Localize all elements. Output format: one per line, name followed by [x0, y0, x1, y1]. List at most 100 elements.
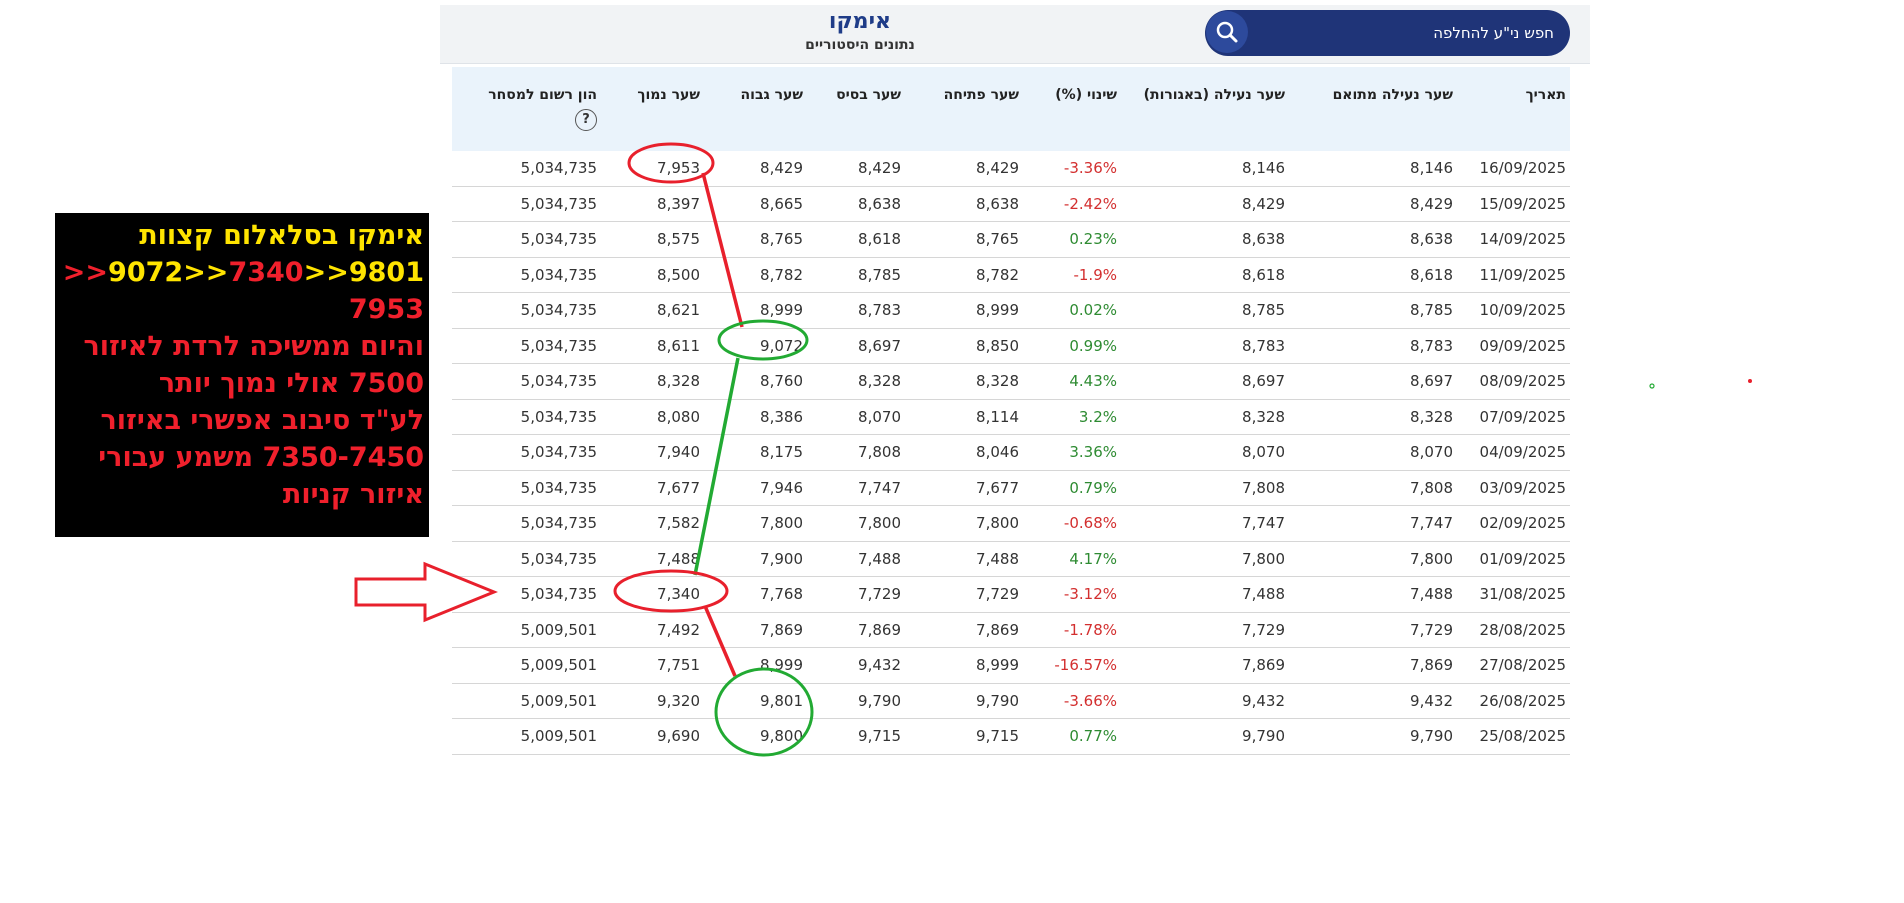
cell-change: 3.36% — [1023, 434, 1121, 471]
cell-close: 8,146 — [1121, 151, 1289, 187]
cell-change: -0.68% — [1023, 505, 1121, 542]
cell-open: 8,114 — [905, 399, 1023, 435]
historical-data-panel: אימקו נתונים היסטוריים חפש ני"ע להחלפה ת… — [440, 5, 1590, 755]
stray-green-dot — [1649, 383, 1655, 389]
cell-registered-capital: 5,034,735 — [452, 470, 601, 506]
cell-adjusted-close: 7,488 — [1289, 576, 1457, 613]
cell-date: 08/09/2025 — [1457, 363, 1570, 400]
table-row: 27/08/2025 7,869 7,869 -16.57% 8,999 9,432 8,9… — [452, 647, 1570, 684]
cell-change: -1.9% — [1023, 257, 1121, 293]
cell-base: 9,432 — [807, 647, 905, 684]
cell-open: 8,999 — [905, 292, 1023, 329]
col-high[interactable]: שער גבוה — [740, 87, 803, 103]
cell-change: 3.2% — [1023, 399, 1121, 435]
annotation-line-4: והיום ממשיכה לרדת לאיזור — [83, 331, 424, 362]
cell-change: 0.79% — [1023, 470, 1121, 506]
col-close-agorot[interactable]: שער נעילה (באגורות) — [1143, 87, 1285, 103]
annotation-arrow-2: << — [183, 257, 229, 288]
cell-close: 7,800 — [1121, 541, 1289, 577]
cell-date: 16/09/2025 — [1457, 151, 1570, 187]
cell-change: -16.57% — [1023, 647, 1121, 684]
annotation-arrow-1: << — [303, 257, 349, 288]
cell-low: 7,582 — [601, 505, 704, 542]
cell-high: 7,800 — [704, 505, 807, 542]
col-adjusted-close[interactable]: שער נעילה מתואם — [1332, 87, 1453, 103]
cell-change: -3.12% — [1023, 576, 1121, 613]
cell-high: 8,782 — [704, 257, 807, 293]
cell-open: 8,999 — [905, 647, 1023, 684]
cell-high: 8,760 — [704, 363, 807, 400]
cell-open: 8,328 — [905, 363, 1023, 400]
cell-low: 8,575 — [601, 221, 704, 258]
cell-adjusted-close: 7,800 — [1289, 541, 1457, 577]
cell-low: 8,611 — [601, 328, 704, 364]
col-open[interactable]: שער פתיחה — [943, 87, 1019, 103]
red-circle-7953 — [627, 142, 715, 184]
cell-adjusted-close: 7,808 — [1289, 470, 1457, 506]
security-search-box[interactable]: חפש ני"ע להחלפה — [1205, 10, 1570, 56]
annotation-line-2: 9801<<7340<<9072<< — [63, 254, 424, 291]
cell-change: -1.78% — [1023, 612, 1121, 648]
stray-red-dot — [1748, 379, 1752, 383]
cell-base: 8,429 — [807, 151, 905, 187]
cell-base: 8,328 — [807, 363, 905, 400]
annotation-arrow-3: << — [62, 257, 109, 288]
cell-open: 8,850 — [905, 328, 1023, 364]
cell-base: 8,618 — [807, 221, 905, 258]
col-registered-capital[interactable]: הון רשום למסחר ? — [452, 67, 601, 151]
cell-change: 4.17% — [1023, 541, 1121, 577]
red-circle-7340 — [613, 569, 729, 613]
red-trend-line-1 — [701, 172, 744, 328]
cell-open: 8,638 — [905, 186, 1023, 222]
col-base[interactable]: שער בסיס — [836, 87, 901, 103]
cell-close: 8,785 — [1121, 292, 1289, 329]
cell-registered-capital: 5,034,735 — [452, 363, 601, 400]
table-header-row: תאריך שער נעילה מתואם שער נעילה (באגורות… — [452, 67, 1570, 151]
table-row: 10/09/2025 8,785 8,785 0.02% 8,999 8,783 8,999… — [452, 292, 1570, 329]
help-icon[interactable]: ? — [575, 109, 597, 131]
table-row: 08/09/2025 8,697 8,697 4.43% 8,328 8,328 8,760… — [452, 363, 1570, 400]
cell-base: 7,488 — [807, 541, 905, 577]
cell-date: 09/09/2025 — [1457, 328, 1570, 364]
cell-base: 8,783 — [807, 292, 905, 329]
cell-close: 7,729 — [1121, 612, 1289, 648]
cell-registered-capital: 5,034,735 — [452, 221, 601, 258]
search-button[interactable] — [1206, 11, 1248, 53]
annotation-value-9072: 9072 — [108, 257, 184, 288]
annotation-line-3: 7953 — [348, 294, 424, 325]
cell-low: 8,621 — [601, 292, 704, 329]
cell-close: 9,432 — [1121, 683, 1289, 719]
col-date[interactable]: תאריך — [1525, 87, 1566, 103]
cell-close: 7,488 — [1121, 576, 1289, 613]
cell-adjusted-close: 9,790 — [1289, 718, 1457, 755]
table-row: 04/09/2025 8,070 8,070 3.36% 8,046 7,808 8,175… — [452, 434, 1570, 471]
top-bar: אימקו נתונים היסטוריים חפש ני"ע להחלפה — [440, 5, 1590, 64]
cell-open: 9,715 — [905, 718, 1023, 755]
table-row: 09/09/2025 8,783 8,783 0.99% 8,850 8,697 9,072… — [452, 328, 1570, 364]
cell-low: 7,492 — [601, 612, 704, 648]
cell-high: 7,900 — [704, 541, 807, 577]
cell-base: 8,070 — [807, 399, 905, 435]
cell-base: 7,747 — [807, 470, 905, 506]
cell-change: 4.43% — [1023, 363, 1121, 400]
col-low[interactable]: שער נמוך — [637, 87, 700, 103]
search-input[interactable]: חפש ני"ע להחלפה — [1433, 24, 1554, 42]
cell-base: 9,715 — [807, 718, 905, 755]
cell-registered-capital: 5,034,735 — [452, 399, 601, 435]
cell-change: -3.36% — [1023, 151, 1121, 187]
page-subtitle: נתונים היסטוריים — [805, 37, 915, 53]
cell-adjusted-close: 8,783 — [1289, 328, 1457, 364]
table-row: 15/09/2025 8,429 8,429 -2.42% 8,638 8,638 8,66… — [452, 186, 1570, 222]
cell-change: -3.66% — [1023, 683, 1121, 719]
cell-registered-capital: 5,034,735 — [452, 151, 601, 187]
red-trend-line-2 — [703, 605, 737, 677]
cell-low: 9,320 — [601, 683, 704, 719]
cell-low: 8,328 — [601, 363, 704, 400]
cell-open: 8,765 — [905, 221, 1023, 258]
annotation-line-6: לע"ד סיבוב אפשרי באיזור — [100, 405, 424, 436]
col-change-pct[interactable]: שינוי (%) — [1055, 87, 1117, 103]
annotation-line-5: 7500 אולי נמוך יותר — [158, 368, 424, 399]
annotation-value-9801: 9801 — [348, 257, 424, 288]
cell-date: 27/08/2025 — [1457, 647, 1570, 684]
cell-date: 31/08/2025 — [1457, 576, 1570, 613]
